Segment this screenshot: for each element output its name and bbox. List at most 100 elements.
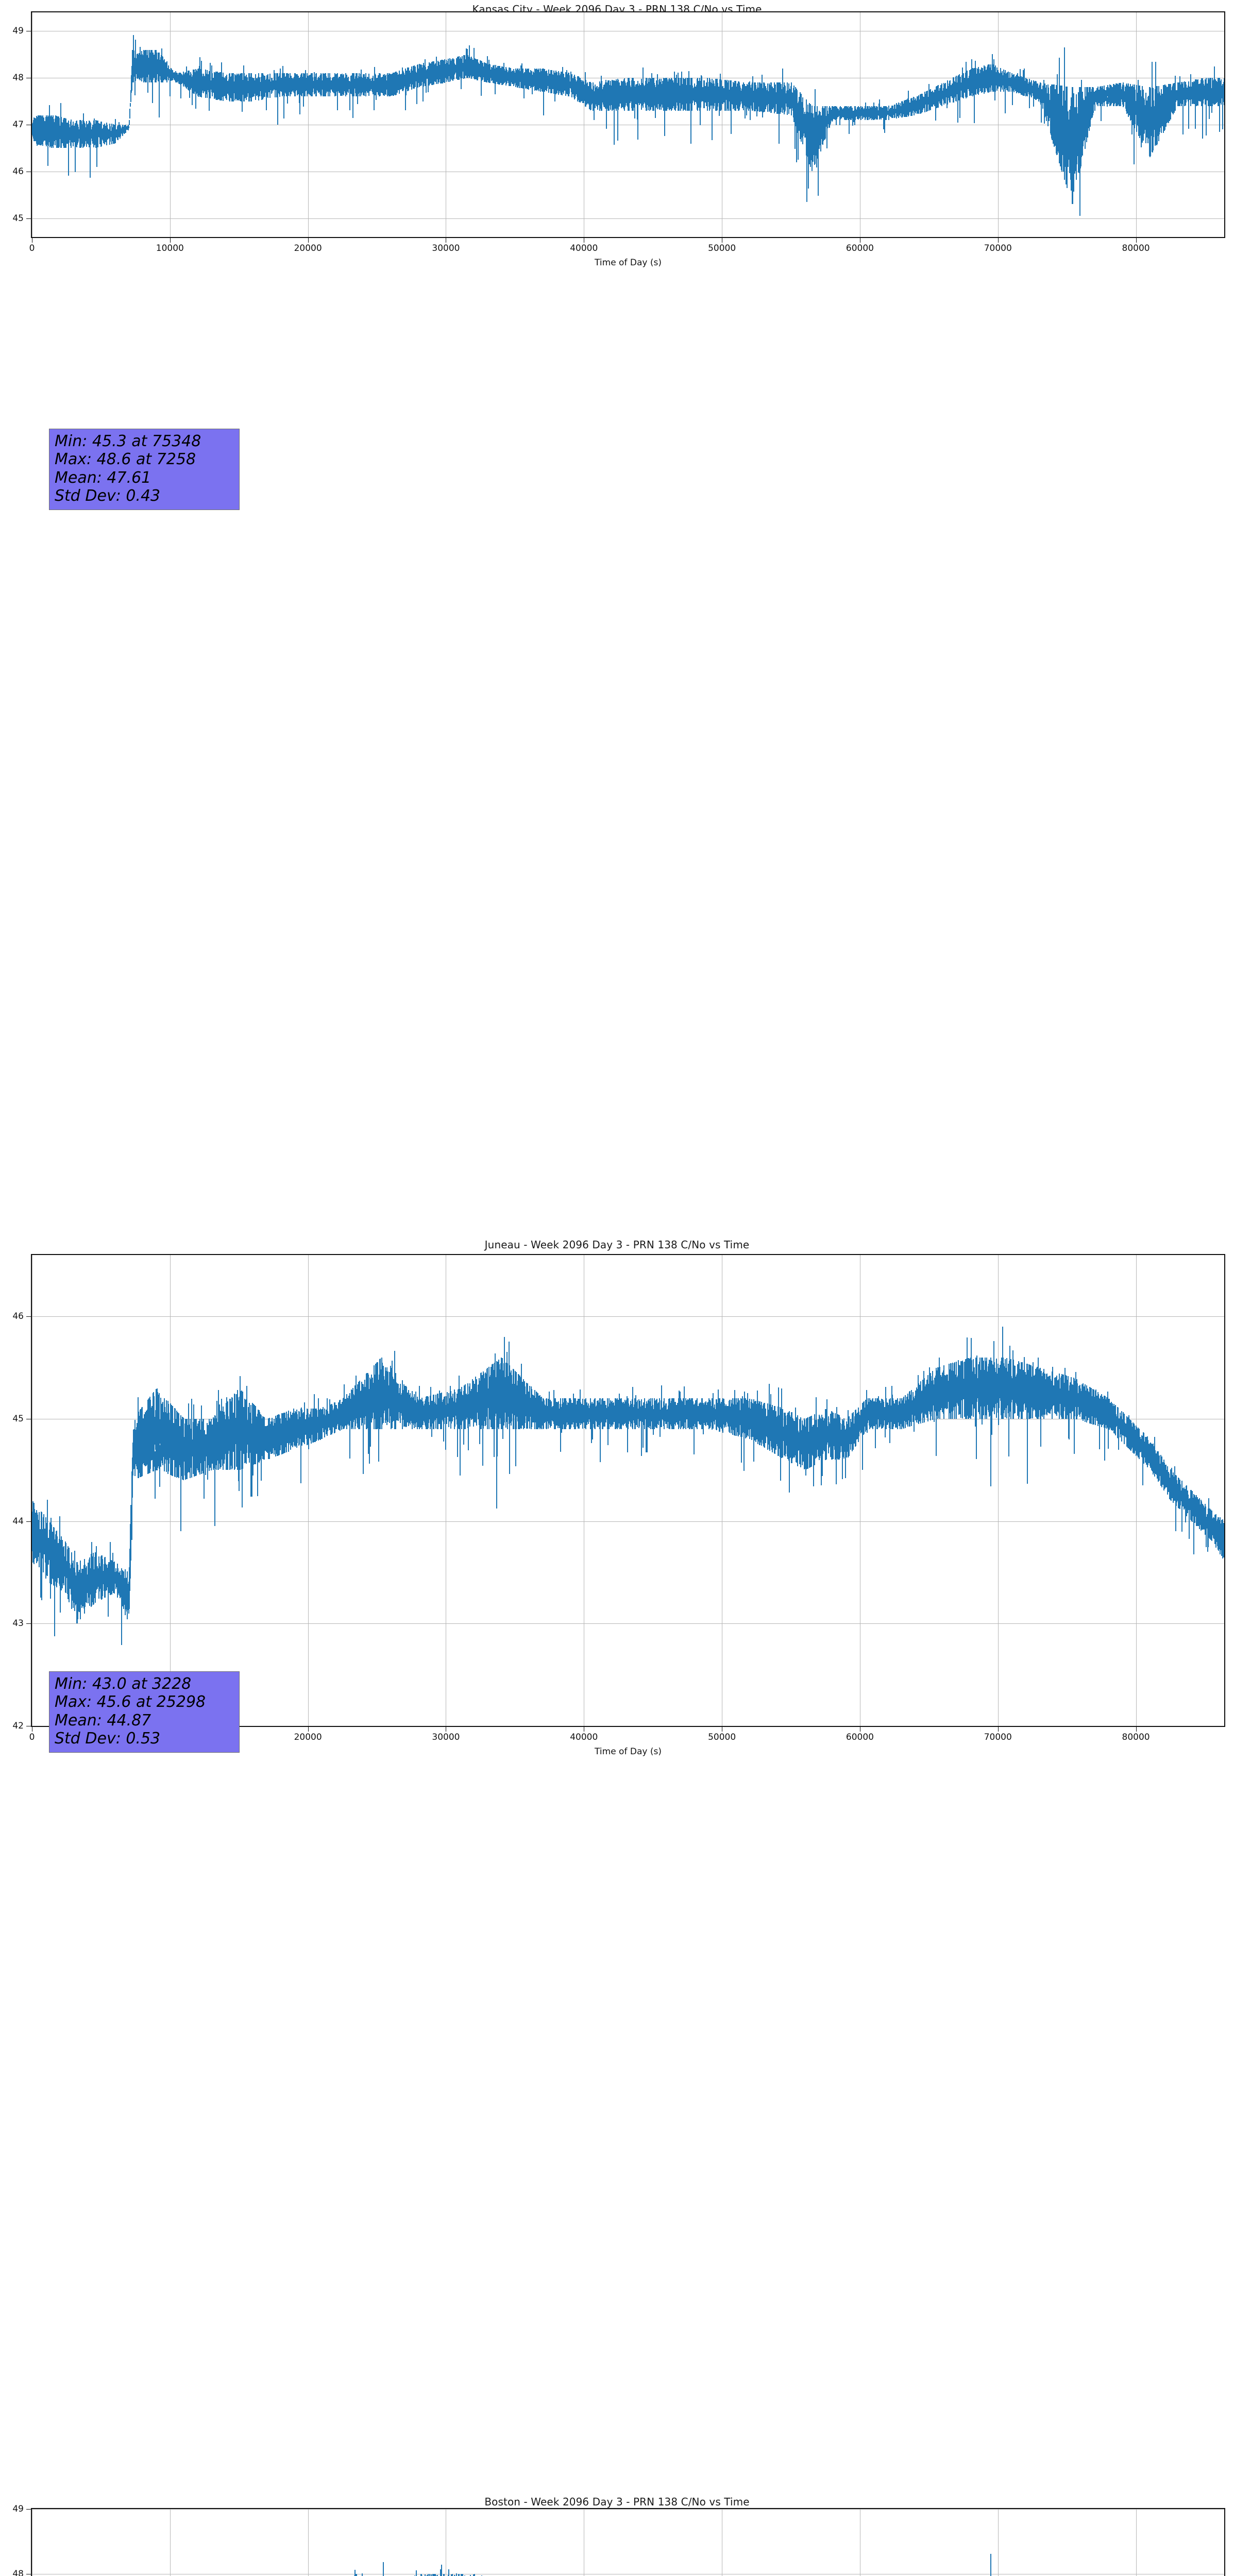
trace-sample <box>67 128 69 139</box>
trace-sample <box>646 78 647 111</box>
trace-sample <box>407 67 408 91</box>
trace-sample <box>424 65 425 83</box>
trace-sample <box>781 90 782 107</box>
trace-sample <box>711 84 712 104</box>
trace-sample <box>687 86 688 103</box>
trace-sample <box>445 64 446 78</box>
trace-sample <box>1050 100 1051 118</box>
trace-sample <box>114 128 115 141</box>
trace-sample <box>942 91 943 98</box>
trace-sample <box>1087 103 1088 125</box>
trace-sample <box>1037 83 1038 99</box>
trace-sample <box>363 77 364 93</box>
trace-sample <box>1108 87 1109 104</box>
trace-sample <box>985 66 986 92</box>
plot-axes-kansas-city[interactable] <box>31 11 1225 238</box>
trace-sample <box>432 61 433 84</box>
trace-sample <box>754 82 755 111</box>
trace-sample <box>592 93 593 101</box>
trace-sample <box>472 60 474 76</box>
trace-sample <box>679 89 680 99</box>
trace-sample <box>344 78 345 91</box>
trace-sample <box>708 88 709 101</box>
trace-sample <box>937 86 938 108</box>
trace-sample <box>557 75 559 91</box>
trace-sample <box>539 73 540 87</box>
trace-sample <box>206 76 207 92</box>
trace-sample <box>1076 107 1077 164</box>
trace-sample <box>936 87 937 108</box>
trace-sample <box>108 130 109 138</box>
trace-sample <box>833 109 834 117</box>
trace-sample <box>1039 86 1040 98</box>
trace-sample <box>591 90 593 103</box>
trace-sample <box>1140 90 1141 134</box>
trace-sample <box>668 79 669 109</box>
trace-sample <box>1210 78 1211 106</box>
trace-sample <box>1179 76 1180 106</box>
trace-sample <box>168 65 169 80</box>
trace-sample <box>798 101 799 124</box>
trace-sample <box>217 72 218 100</box>
trace-sample <box>91 130 92 139</box>
trace-sample <box>623 81 624 108</box>
trace-sample <box>161 55 162 82</box>
trace-sample <box>954 82 955 96</box>
trace-sample <box>700 101 701 125</box>
trace-sample <box>882 108 883 118</box>
trace-sample <box>1138 80 1139 126</box>
trace-sample <box>858 106 859 120</box>
trace-sample <box>238 74 239 100</box>
trace-sample <box>1078 92 1079 173</box>
trace-sample <box>442 60 443 83</box>
trace-sample <box>1097 87 1098 106</box>
trace-sample <box>916 100 917 111</box>
trace-sample <box>845 107 846 120</box>
trace-sample <box>105 126 106 142</box>
trace-sample <box>644 86 645 102</box>
trace-sample <box>1206 78 1207 135</box>
trace-sample <box>547 77 548 86</box>
trace-sample <box>603 85 604 106</box>
trace-sample <box>63 118 64 148</box>
trace-sample <box>305 73 306 96</box>
plot-axes-boston[interactable] <box>31 2508 1225 2576</box>
trace-sample <box>106 131 107 137</box>
trace-sample <box>671 78 672 111</box>
trace-sample <box>161 48 162 81</box>
trace-sample <box>1036 81 1037 100</box>
trace-sample <box>236 74 238 100</box>
trace-sample <box>514 73 515 82</box>
trace-sample <box>732 87 733 105</box>
trace-sample <box>378 79 379 91</box>
trace-sample <box>248 73 249 101</box>
trace-sample <box>1145 93 1146 144</box>
trace-sample <box>310 77 311 93</box>
trace-sample <box>900 103 901 116</box>
trace-sample <box>1123 82 1124 107</box>
trace-sample <box>722 86 723 104</box>
trace-sample <box>401 74 402 89</box>
trace-sample <box>631 87 632 101</box>
trace-sample <box>94 124 95 145</box>
trace-sample <box>512 71 513 84</box>
trace-sample <box>239 75 240 100</box>
trace-sample <box>773 88 774 108</box>
trace-sample <box>111 131 112 137</box>
trace-sample <box>1022 77 1023 94</box>
trace-sample <box>141 56 142 76</box>
trace-sample <box>842 109 843 117</box>
trace-sample <box>907 98 908 112</box>
trace-sample <box>1046 96 1047 111</box>
trace-sample <box>710 82 711 99</box>
trace-sample <box>888 111 889 114</box>
trace-sample <box>707 87 708 102</box>
trace-sample <box>468 57 469 76</box>
trace-sample <box>950 80 951 103</box>
trace-sample <box>163 61 164 79</box>
trace-sample <box>735 81 736 111</box>
trace-sample <box>1152 62 1153 152</box>
trace-sample <box>273 80 274 91</box>
trace-sample <box>798 103 799 160</box>
trace-sample <box>1043 93 1044 103</box>
